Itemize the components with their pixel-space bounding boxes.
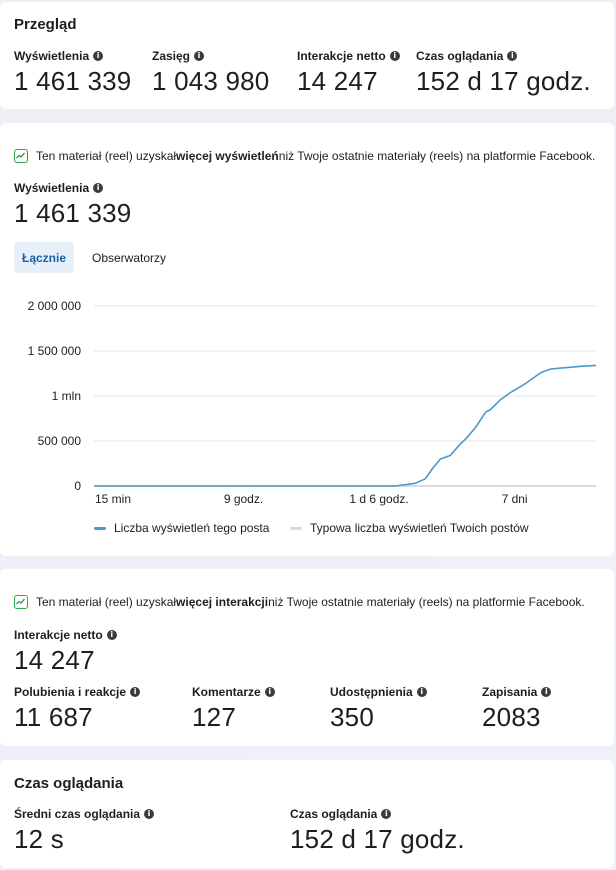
metric-label: Polubienia i reakcje: [14, 685, 127, 699]
info-icon[interactable]: i: [389, 51, 400, 61]
overview-views-metric: Wyświetlenia i 1 461 339: [14, 49, 131, 97]
reactions-metric: Polubienia i reakcje i 11 687: [14, 685, 141, 733]
metric-label: Wyświetlenia: [14, 181, 90, 195]
tab-total[interactable]: Łącznie: [14, 242, 74, 273]
x-tick-label: 15 min: [95, 492, 131, 506]
x-tick-label: 7 dni: [502, 492, 528, 506]
y-tick-label: 2 000 000: [28, 299, 82, 313]
metric-label: Udostępnienia: [330, 685, 413, 699]
y-tick-label: 0: [74, 479, 81, 493]
metric-value: 152 d 17 godz.: [290, 824, 465, 854]
metric-label: Średni czas oglądania: [14, 807, 141, 821]
legend-swatch-post: [94, 526, 106, 530]
total-watch-time-metric: Czas oglądania i 152 d 17 godz.: [290, 807, 465, 855]
info-icon[interactable]: i: [144, 809, 155, 819]
interactions-card: Ten materiał (reel) uzyskał więcej inter…: [0, 569, 614, 746]
metric-label: Zasięg: [152, 49, 191, 63]
info-icon[interactable]: i: [106, 630, 117, 640]
comments-metric: Komentarze i 127: [192, 685, 275, 733]
overview-card: Przegląd Wyświetlenia i 1 461 339 Zasięg i…: [0, 2, 614, 109]
y-tick-label: 1 mln: [52, 389, 81, 403]
metric-value: 152 d 17 godz.: [416, 66, 591, 96]
views-metric: Wyświetlenia i 1 461 339: [14, 181, 131, 229]
info-icon[interactable]: i: [194, 51, 205, 61]
metric-value: 1 461 339: [14, 66, 132, 96]
series-line-post: [94, 364, 597, 487]
trend-up-icon: [14, 149, 28, 163]
saves-metric: Zapisania i 2083: [482, 685, 552, 733]
metric-value: 12 s: [14, 824, 64, 854]
insight-text-post: niż Twoje ostatnie materiały (reels) na …: [278, 149, 596, 163]
info-icon[interactable]: i: [130, 687, 141, 697]
info-icon[interactable]: i: [93, 183, 104, 193]
tab-followers[interactable]: Obserwatorzy: [91, 250, 167, 265]
y-tick-label: 1 500 000: [28, 344, 82, 358]
legend-item-typical: Typowa liczba wyświetleń Twoich postów: [290, 521, 529, 535]
info-icon[interactable]: i: [93, 51, 104, 61]
legend-item-post: Liczba wyświetleń tego posta: [94, 521, 269, 535]
views-line-chart: 0 500 000 1 mln 1 500 000 2 000 000 15 min 9 g…: [28, 299, 597, 506]
views-card: Ten materiał (reel) uzyskał więcej wyświ…: [0, 123, 614, 556]
insight-text-pre: Ten materiał (reel) uzyskał: [36, 595, 177, 609]
metric-value: 2083: [482, 702, 541, 732]
watch-time-title: Czas oglądania: [14, 775, 124, 792]
metric-value: 1 043 980: [152, 66, 270, 96]
views-insight: Ten materiał (reel) uzyskał więcej wyświ…: [14, 149, 595, 163]
interactions-metric: Interakcje netto i 14 247: [14, 628, 117, 676]
x-tick-label: 1 d 6 godz.: [349, 492, 408, 506]
info-icon[interactable]: i: [264, 687, 275, 697]
interactions-insight: Ten materiał (reel) uzyskał więcej inter…: [14, 595, 585, 609]
avg-watch-time-metric: Średni czas oglądania i 12 s: [14, 807, 155, 855]
overview-title: Przegląd: [14, 16, 77, 33]
overview-reach-metric: Zasięg i 1 043 980: [152, 49, 269, 97]
metric-label: Czas oglądania: [290, 807, 378, 821]
insight-text-bold: więcej wyświetleń: [176, 149, 279, 163]
legend-label-typical: Typowa liczba wyświetleń Twoich postów: [310, 521, 529, 535]
metric-value: 127: [192, 702, 236, 732]
metric-label: Wyświetlenia: [14, 49, 90, 63]
metric-value: 1 461 339: [14, 198, 132, 228]
insight-text-pre: Ten materiał (reel) uzyskał: [36, 149, 177, 163]
info-icon[interactable]: i: [507, 51, 518, 61]
metric-value: 14 247: [297, 66, 378, 96]
metric-value: 11 687: [14, 702, 93, 732]
metric-label: Komentarze: [192, 685, 261, 699]
metric-label: Zapisania: [482, 685, 538, 699]
info-icon[interactable]: i: [541, 687, 552, 697]
metric-label: Interakcje netto: [297, 49, 386, 63]
metric-label: Czas oglądania: [416, 49, 504, 63]
metric-value: 14 247: [14, 645, 95, 675]
shares-metric: Udostępnienia i 350: [330, 685, 427, 733]
info-icon[interactable]: i: [381, 809, 392, 819]
metric-value: 350: [330, 702, 374, 732]
y-tick-label: 500 000: [38, 434, 82, 448]
x-tick-label: 9 godz.: [224, 492, 263, 506]
info-icon[interactable]: i: [416, 687, 427, 697]
legend-label-post: Liczba wyświetleń tego posta: [114, 521, 270, 535]
insight-text-bold: więcej interakcji: [176, 595, 269, 609]
trend-up-icon: [14, 595, 28, 609]
overview-interactions-metric: Interakcje netto i 14 247: [297, 49, 400, 97]
legend-swatch-typical: [290, 526, 302, 530]
overview-watch-time-metric: Czas oglądania i 152 d 17 godz.: [416, 49, 591, 97]
watch-time-card: Czas oglądania Średni czas oglądania i 12…: [0, 760, 614, 868]
insight-text-post: niż Twoje ostatnie materiały (reels) na …: [268, 595, 585, 609]
metric-label: Interakcje netto: [14, 628, 103, 642]
